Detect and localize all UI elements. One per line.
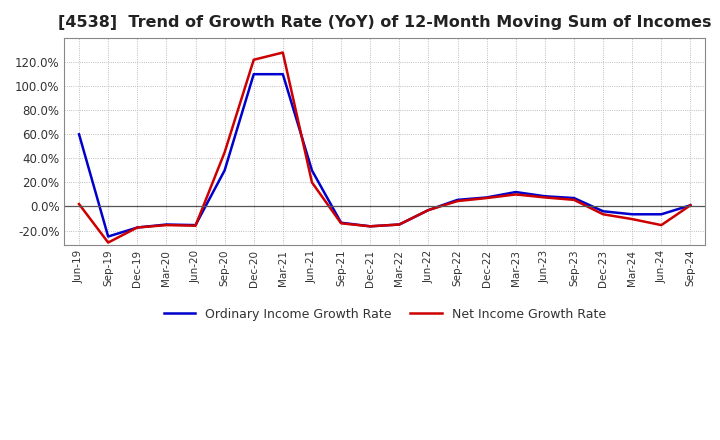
Line: Net Income Growth Rate: Net Income Growth Rate xyxy=(79,52,690,242)
Net Income Growth Rate xyxy=(279,50,287,55)
Net Income Growth Rate xyxy=(395,222,404,227)
Net Income Growth Rate xyxy=(599,212,608,217)
Net Income Growth Rate xyxy=(541,195,549,200)
Ordinary Income Growth Rate xyxy=(337,220,346,225)
Ordinary Income Growth Rate xyxy=(599,209,608,214)
Net Income Growth Rate xyxy=(162,223,171,228)
Ordinary Income Growth Rate xyxy=(249,72,258,77)
Net Income Growth Rate xyxy=(192,223,200,228)
Legend: Ordinary Income Growth Rate, Net Income Growth Rate: Ordinary Income Growth Rate, Net Income … xyxy=(159,303,611,326)
Ordinary Income Growth Rate xyxy=(453,197,462,202)
Ordinary Income Growth Rate xyxy=(657,212,666,217)
Net Income Growth Rate xyxy=(657,223,666,228)
Ordinary Income Growth Rate xyxy=(395,222,404,227)
Net Income Growth Rate xyxy=(307,180,316,185)
Net Income Growth Rate xyxy=(424,207,433,213)
Net Income Growth Rate xyxy=(511,192,520,197)
Ordinary Income Growth Rate xyxy=(192,223,200,228)
Ordinary Income Growth Rate xyxy=(541,194,549,199)
Ordinary Income Growth Rate xyxy=(279,72,287,77)
Ordinary Income Growth Rate xyxy=(162,222,171,227)
Net Income Growth Rate xyxy=(133,225,142,230)
Ordinary Income Growth Rate xyxy=(686,203,695,208)
Net Income Growth Rate xyxy=(104,240,112,245)
Ordinary Income Growth Rate xyxy=(75,132,84,137)
Line: Ordinary Income Growth Rate: Ordinary Income Growth Rate xyxy=(79,74,690,237)
Ordinary Income Growth Rate xyxy=(570,195,578,201)
Net Income Growth Rate xyxy=(337,221,346,226)
Ordinary Income Growth Rate xyxy=(366,224,374,229)
Title: [4538]  Trend of Growth Rate (YoY) of 12-Month Moving Sum of Incomes: [4538] Trend of Growth Rate (YoY) of 12-… xyxy=(58,15,711,30)
Ordinary Income Growth Rate xyxy=(133,225,142,230)
Net Income Growth Rate xyxy=(686,203,695,208)
Net Income Growth Rate xyxy=(249,57,258,62)
Net Income Growth Rate xyxy=(482,195,491,201)
Net Income Growth Rate xyxy=(366,224,374,229)
Ordinary Income Growth Rate xyxy=(220,168,229,173)
Ordinary Income Growth Rate xyxy=(307,168,316,173)
Ordinary Income Growth Rate xyxy=(511,189,520,194)
Net Income Growth Rate xyxy=(628,216,636,222)
Ordinary Income Growth Rate xyxy=(482,195,491,200)
Ordinary Income Growth Rate xyxy=(628,212,636,217)
Net Income Growth Rate xyxy=(220,150,229,155)
Net Income Growth Rate xyxy=(453,198,462,204)
Ordinary Income Growth Rate xyxy=(104,234,112,239)
Ordinary Income Growth Rate xyxy=(424,207,433,213)
Net Income Growth Rate xyxy=(570,197,578,202)
Net Income Growth Rate xyxy=(75,202,84,207)
